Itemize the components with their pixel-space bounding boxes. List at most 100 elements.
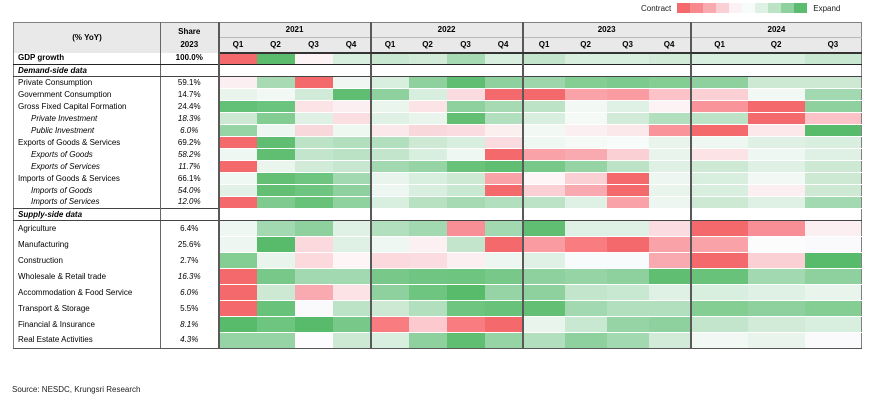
share-value: 54.0% (160, 184, 220, 197)
heatmap-cell (564, 52, 607, 65)
share-value: 24.4% (160, 100, 220, 113)
share-value: 25.6% (160, 236, 220, 253)
heatmap-cell (648, 184, 691, 197)
heatmap-cell (218, 160, 257, 173)
heatmap-cell (408, 196, 447, 209)
row-label: Government Consumption (13, 88, 161, 101)
heatmap-cell (256, 160, 295, 173)
heatmap-cell (446, 316, 485, 333)
table-row: Wholesale & Retail trade 16.3% (13, 268, 862, 285)
heatmap-cell (521, 148, 565, 161)
heatmap-cell (484, 52, 523, 65)
table-row: Private Investment 18.3% (13, 112, 862, 125)
quarter-header: Q2 (747, 37, 805, 54)
heatmap-cell (747, 136, 805, 149)
heatmap-cell (218, 76, 257, 89)
heatmap-cell (484, 172, 523, 185)
share-value: 100.0% (160, 52, 220, 65)
heatmap-cell (606, 124, 649, 137)
heatmap-cell (606, 88, 649, 101)
heatmap-cell (408, 136, 447, 149)
heatmap-cell (521, 100, 565, 113)
share-value: 58.2% (160, 148, 220, 161)
heatmap-cell (747, 52, 805, 65)
share-value: 6.0% (160, 124, 220, 137)
heatmap-cell (332, 316, 371, 333)
heatmap-cell (408, 284, 447, 301)
heatmap-cell (218, 88, 257, 101)
quarter-header: Q1 (369, 37, 409, 54)
heatmap-cell (689, 172, 748, 185)
share-value: 16.3% (160, 268, 220, 285)
heatmap-cell (484, 236, 523, 253)
heatmap-cell (408, 64, 447, 77)
heatmap-cell (606, 284, 649, 301)
heatmap-cell (606, 136, 649, 149)
share-value: 2.7% (160, 252, 220, 269)
share-value (160, 64, 220, 77)
heatmap-cell (689, 208, 748, 221)
heatmap-cell (369, 268, 409, 285)
heatmap-cell (804, 236, 862, 253)
heatmap-cell (294, 76, 333, 89)
heatmap-cell (332, 64, 371, 77)
heatmap-cell (521, 252, 565, 269)
corner-header: (% YoY) (13, 22, 161, 53)
share-value (160, 208, 220, 221)
heatmap-cell (218, 100, 257, 113)
heatmap-cell (689, 236, 748, 253)
share-value: 69.2% (160, 136, 220, 149)
heatmap-cell (256, 220, 295, 237)
heatmap-cell (606, 300, 649, 317)
legend-color-swatch (742, 3, 756, 13)
heatmap-cell (606, 236, 649, 253)
legend-color-swatch (755, 3, 769, 13)
heatmap-cell (606, 316, 649, 333)
heatmap-cell (446, 136, 485, 149)
table-row: Supply-side data (13, 208, 862, 221)
heatmap-cell (747, 160, 805, 173)
heatmap-cell (256, 52, 295, 65)
heatmap-cell (369, 64, 409, 77)
table-row: Real Estate Activities 4.3% (13, 332, 862, 349)
heatmap-cell (484, 268, 523, 285)
row-label: Imports of Goods & Services (13, 172, 161, 185)
heatmap-cell (218, 300, 257, 317)
heatmap-cell (446, 332, 485, 349)
heatmap-cell (606, 112, 649, 125)
heatmap-cell (256, 148, 295, 161)
heatmap-cell (804, 184, 862, 197)
heatmap-cell (408, 184, 447, 197)
share-value: 6.0% (160, 284, 220, 301)
heatmap-cell (332, 52, 371, 65)
table-row: Transport & Storage 5.5% (13, 300, 862, 317)
heatmap-cell (689, 332, 748, 349)
heatmap-cell (446, 184, 485, 197)
heatmap-cell (484, 100, 523, 113)
share-column-header: Share 2023 (160, 22, 220, 53)
heatmap-cell (564, 136, 607, 149)
heatmap-cell (256, 76, 295, 89)
heatmap-cell (408, 52, 447, 65)
heatmap-cell (256, 100, 295, 113)
table-row: Exports of Services 11.7% (13, 160, 862, 173)
heatmap-cell (484, 220, 523, 237)
heatmap-cell (804, 268, 862, 285)
heatmap-cell (521, 268, 565, 285)
heatmap-cell (648, 284, 691, 301)
heatmap-cell (606, 172, 649, 185)
heatmap-cell (446, 196, 485, 209)
heatmap-cell (648, 52, 691, 65)
heatmap-cell (218, 124, 257, 137)
heatmap-cell (218, 184, 257, 197)
heatmap-cell (606, 100, 649, 113)
year-header: 2022 (369, 22, 523, 38)
heatmap-cell (256, 284, 295, 301)
heatmap-cell (564, 64, 607, 77)
heatmap-cell (689, 220, 748, 237)
heatmap-cell (606, 184, 649, 197)
heatmap-cell (332, 252, 371, 269)
legend-color-swatch (729, 3, 743, 13)
heatmap-cell (369, 88, 409, 101)
